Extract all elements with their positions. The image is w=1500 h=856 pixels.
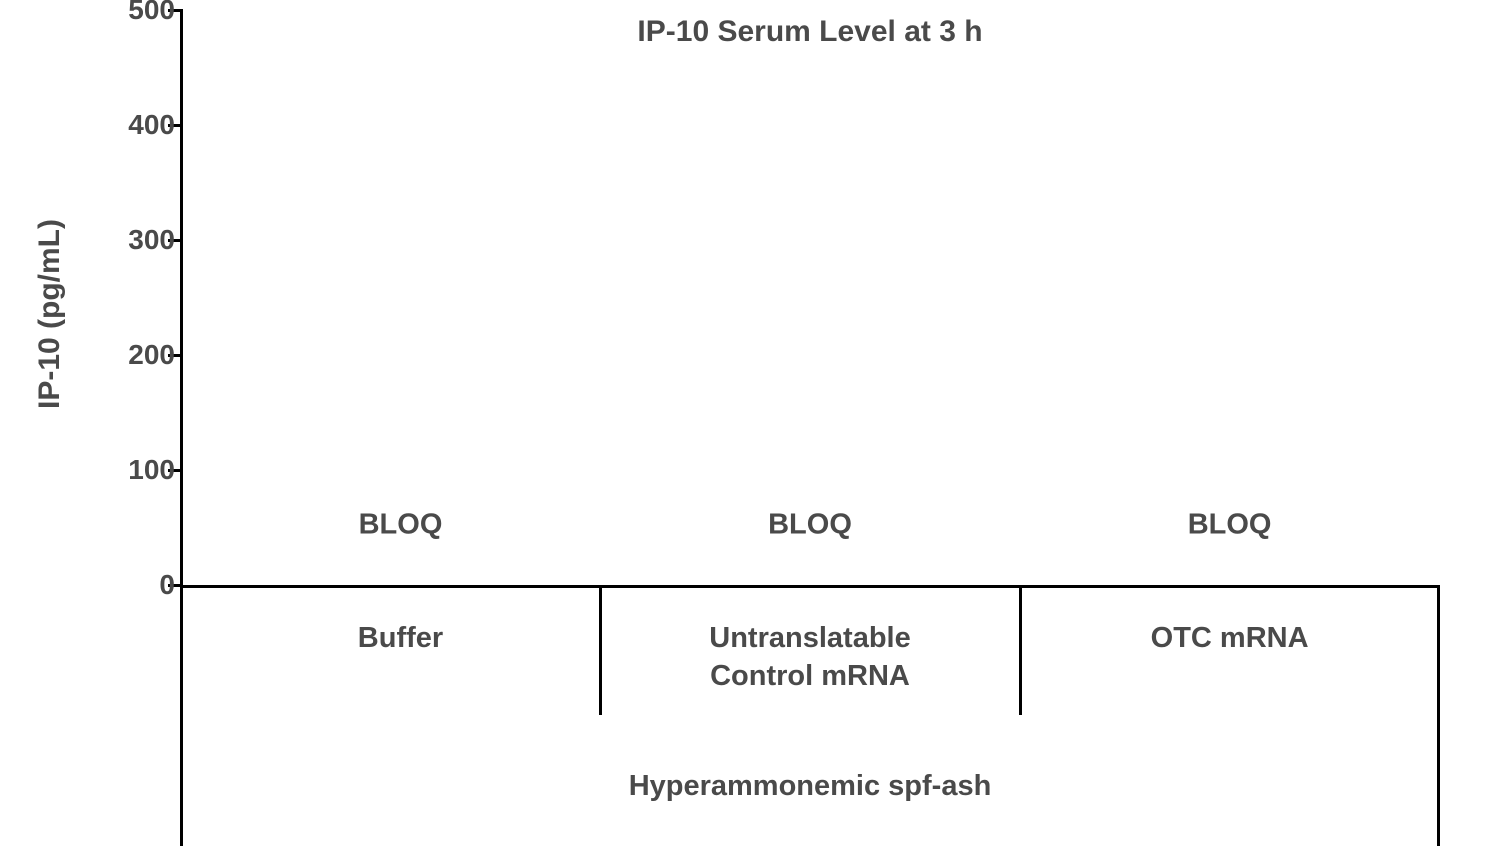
- y-tick-label: 300: [128, 224, 175, 256]
- value-label: BLOQ: [1188, 509, 1272, 542]
- category-label: Buffer: [358, 620, 443, 658]
- y-tick-label: 500: [128, 0, 175, 26]
- category-label: OTC mRNA: [1151, 620, 1309, 658]
- value-label: BLOQ: [768, 509, 852, 542]
- x-tick: [1019, 585, 1022, 715]
- x-axis-line: [180, 585, 1440, 588]
- y-tick-label: 200: [128, 339, 175, 371]
- y-tick-label: 100: [128, 454, 175, 486]
- chart-title: IP-10 Serum Level at 3 h: [180, 15, 1440, 49]
- y-tick-label: 400: [128, 109, 175, 141]
- y-axis-line: [180, 10, 183, 846]
- chart-container: 0100200300400500 IP-10 (pg/mL) IP-10 Ser…: [60, 10, 1440, 846]
- x-tick: [599, 585, 602, 715]
- y-tick-label: 0: [159, 569, 175, 601]
- y-axis-title: IP-10 (pg/mL): [33, 219, 67, 409]
- value-label: BLOQ: [359, 509, 443, 542]
- right-drop-line: [1437, 585, 1440, 846]
- category-label: UntranslatableControl mRNA: [709, 620, 910, 695]
- group-label: Hyperammonemic spf-ash: [180, 770, 1440, 803]
